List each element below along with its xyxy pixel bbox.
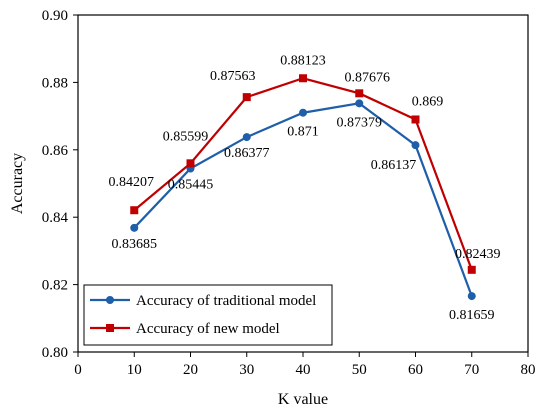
y-axis-title: Accuracy — [9, 153, 26, 214]
data-point-new — [186, 159, 195, 168]
x-tick-label: 0 — [74, 362, 82, 378]
x-axis-title: K value — [278, 391, 328, 408]
data-label: 0.869 — [412, 94, 444, 109]
x-tick-label: 20 — [183, 362, 198, 378]
data-point-traditional — [242, 133, 251, 142]
axes — [73, 14, 529, 357]
x-tick-label: 80 — [521, 362, 536, 378]
data-point-new — [355, 89, 364, 98]
data-label: 0.871 — [287, 125, 319, 140]
y-tick-label: 0.90 — [42, 8, 68, 24]
x-tick-label: 10 — [127, 362, 142, 378]
data-point-new — [411, 115, 420, 124]
x-tick-label: 40 — [296, 362, 311, 378]
data-label: 0.87676 — [345, 70, 391, 85]
x-tick-label: 70 — [464, 362, 479, 378]
data-label: 0.84207 — [109, 175, 155, 190]
data-label: 0.87379 — [337, 115, 383, 130]
y-tick-label: 0.84 — [42, 210, 69, 226]
legend-box — [83, 284, 333, 346]
data-label: 0.86377 — [224, 146, 270, 161]
y-tick-label: 0.82 — [42, 278, 68, 294]
data-point-traditional — [411, 141, 420, 150]
tick-labels: 0 10 20 30 40 50 60 70 80 0.80 0.82 0.84 0.86 0.88 0.9… — [42, 8, 536, 378]
data-label: 0.85599 — [163, 129, 209, 144]
data-label: 0.87563 — [210, 69, 256, 84]
legend: Accuracy of traditional model Accuracy of… — [83, 284, 333, 346]
y-tick-label: 0.88 — [42, 75, 68, 91]
x-tick-label: 50 — [352, 362, 367, 378]
data-point-new — [242, 93, 251, 102]
data-label: 0.81659 — [449, 308, 495, 323]
data-point-traditional — [299, 108, 307, 117]
data-label: 0.85445 — [168, 178, 214, 193]
legend-entry-label: Accuracy of new model — [136, 321, 280, 337]
x-tick-label: 60 — [408, 362, 423, 378]
data-point-traditional — [467, 292, 476, 301]
data-label: 0.83685 — [112, 237, 158, 252]
data-label: 0.88123 — [280, 53, 326, 68]
data-point-new — [130, 206, 139, 215]
data-point-new — [467, 265, 476, 274]
legend-entry-label: Accuracy of traditional model — [136, 293, 316, 309]
x-tick-label: 30 — [239, 362, 254, 378]
legend-marker-square — [106, 324, 114, 332]
data-point-traditional — [355, 99, 364, 108]
y-tick-label: 0.80 — [42, 345, 68, 361]
data-label: 0.86137 — [371, 158, 417, 173]
data-point-traditional — [130, 223, 139, 232]
data-point-new — [299, 74, 307, 83]
y-tick-label: 0.86 — [42, 143, 69, 159]
data-labels: 0.83685 0.85445 0.86377 0.871 0.87379 0.86137… — [109, 53, 501, 323]
legend-marker-circle — [106, 296, 114, 304]
data-label: 0.82439 — [455, 247, 501, 262]
series — [130, 74, 476, 301]
